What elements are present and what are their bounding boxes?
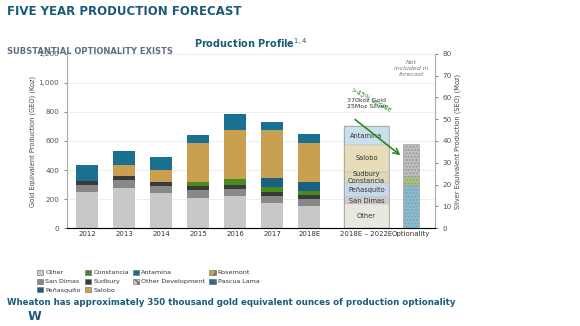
- Bar: [76, 165, 98, 181]
- Text: 370koz Gold
25Moz Silver: 370koz Gold 25Moz Silver: [347, 98, 387, 109]
- Text: Peñasquito: Peñasquito: [348, 187, 385, 193]
- Bar: [113, 152, 135, 165]
- Bar: [76, 192, 98, 228]
- Bar: [261, 196, 283, 203]
- Bar: [261, 192, 283, 196]
- Bar: [187, 186, 209, 190]
- Bar: [224, 189, 246, 196]
- Bar: [298, 191, 320, 196]
- Text: Antamina: Antamina: [350, 133, 383, 139]
- FancyBboxPatch shape: [345, 126, 389, 145]
- Bar: [261, 203, 283, 228]
- Text: Who is Wheaton Precious Metals?: Who is Wheaton Precious Metals?: [292, 312, 427, 321]
- Bar: [403, 185, 419, 228]
- Bar: [187, 198, 209, 228]
- FancyBboxPatch shape: [345, 145, 389, 171]
- Bar: [403, 176, 419, 185]
- Bar: [298, 199, 320, 206]
- Bar: [76, 185, 98, 192]
- Y-axis label: Silver Equivalent Production (SEO) (Moz): Silver Equivalent Production (SEO) (Moz): [455, 73, 461, 209]
- Bar: [150, 170, 172, 182]
- Bar: [298, 206, 320, 228]
- FancyBboxPatch shape: [345, 204, 389, 228]
- Text: SUBSTANTIAL OPTIONALITY EXISTS: SUBSTANTIAL OPTIONALITY EXISTS: [7, 47, 173, 56]
- Bar: [76, 181, 98, 185]
- Bar: [261, 130, 283, 178]
- Bar: [113, 180, 135, 187]
- Text: >45% upside: >45% upside: [350, 87, 392, 113]
- Text: Wheaton has approximately 350 thousand gold equivalent ounces of production opti: Wheaton has approximately 350 thousand g…: [7, 298, 455, 307]
- Bar: [261, 187, 283, 192]
- Bar: [224, 185, 246, 189]
- Bar: [224, 196, 246, 228]
- FancyBboxPatch shape: [345, 197, 389, 204]
- Text: San Dimas: San Dimas: [349, 198, 385, 203]
- Bar: [150, 156, 172, 170]
- Bar: [345, 126, 389, 228]
- Text: FIVE YEAR PRODUCTION FORECAST: FIVE YEAR PRODUCTION FORECAST: [7, 5, 241, 18]
- Bar: [224, 114, 246, 130]
- Bar: [298, 134, 320, 143]
- Bar: [150, 193, 172, 228]
- Text: Sudbury
Constancia: Sudbury Constancia: [348, 171, 385, 184]
- Text: Salobo: Salobo: [355, 156, 378, 161]
- Text: W: W: [28, 310, 42, 323]
- Bar: [187, 182, 209, 186]
- Bar: [187, 135, 209, 143]
- Bar: [298, 183, 320, 191]
- Bar: [150, 186, 172, 193]
- Bar: [224, 179, 246, 185]
- Bar: [187, 190, 209, 198]
- Text: Other: Other: [357, 213, 376, 219]
- Text: 7: 7: [556, 312, 563, 321]
- Bar: [113, 187, 135, 228]
- Bar: [224, 130, 246, 179]
- Y-axis label: Gold Equivalent Production (GEO) (Koz): Gold Equivalent Production (GEO) (Koz): [29, 75, 35, 207]
- Bar: [150, 182, 172, 186]
- FancyBboxPatch shape: [345, 171, 389, 183]
- Text: Not
included in
forecast: Not included in forecast: [394, 60, 428, 77]
- Bar: [403, 144, 419, 176]
- Bar: [298, 143, 320, 183]
- Legend: Other, San Dimas, Peñasquito, Constancia, Sudbury, Salobo, Antamina, Other Devel: Other, San Dimas, Peñasquito, Constancia…: [37, 270, 259, 293]
- Bar: [113, 165, 135, 176]
- Bar: [261, 178, 283, 187]
- Title: Production Profile$^{1,4}$: Production Profile$^{1,4}$: [194, 37, 307, 50]
- Bar: [261, 122, 283, 130]
- Bar: [187, 143, 209, 182]
- Bar: [113, 176, 135, 180]
- FancyBboxPatch shape: [345, 183, 389, 197]
- Bar: [298, 196, 320, 199]
